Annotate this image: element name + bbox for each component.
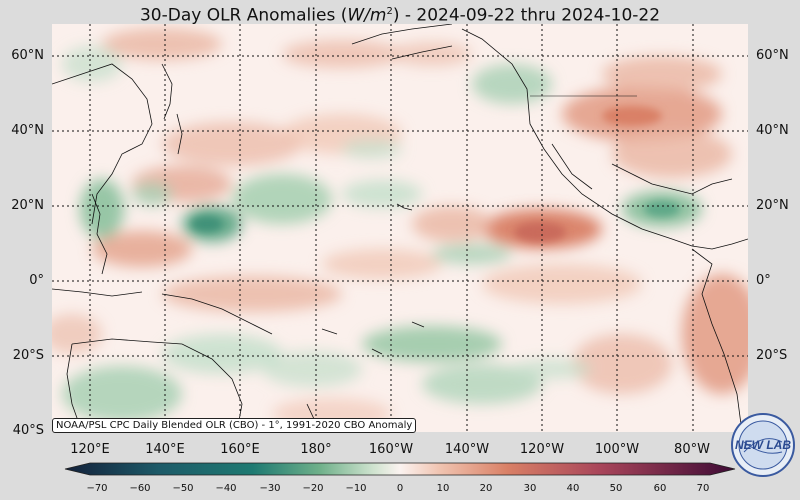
- lat-label-0: 0°: [29, 273, 44, 288]
- lat-label-60n: 60°N: [11, 48, 44, 63]
- colorbar-tick: −70: [86, 483, 108, 494]
- lat-label-right-60n: 60°N: [756, 48, 789, 63]
- lon-label-120w: 120°W: [519, 442, 565, 457]
- colorbar-tick: 10: [436, 483, 450, 494]
- lon-label-100w: 100°W: [594, 442, 640, 457]
- colorbar-tick: 0: [396, 483, 404, 494]
- lat-label-40n: 40°N: [11, 123, 44, 138]
- colorbar: [64, 462, 736, 476]
- lon-label-80w: 80°W: [674, 442, 710, 457]
- map-title: 30-Day OLR Anomalies (W/m2) - 2024-09-22…: [139, 5, 661, 26]
- lon-label-160w: 160°W: [368, 442, 414, 457]
- colorbar-tick: −60: [129, 483, 151, 494]
- lat-label-20n: 20°N: [11, 198, 44, 213]
- lat-label-right-20s: 20°S: [756, 348, 788, 363]
- lat-label-right-40n: 40°N: [756, 123, 789, 138]
- colorbar-tick: 20: [479, 483, 493, 494]
- lon-label-140w: 140°W: [444, 442, 490, 457]
- logo-text: NEW LAB: [735, 438, 791, 452]
- colorbar-tick: −50: [172, 483, 194, 494]
- colorbar-tick: 30: [523, 483, 537, 494]
- anomaly-shading: [52, 28, 748, 430]
- colorbar-tick: −30: [259, 483, 281, 494]
- lat-label-right-20n: 20°N: [756, 198, 789, 213]
- lon-label-180: 180°: [300, 442, 332, 457]
- colorbar-tick: 40: [566, 483, 580, 494]
- psl-logo-icon: NEW LAB: [731, 413, 795, 477]
- colorbar-gradient: [64, 462, 736, 476]
- lat-label-20s: 20°S: [12, 348, 44, 363]
- data-source-credit: NOAA/PSL CPC Daily Blended OLR (CBO) - 1…: [52, 418, 417, 433]
- olr-anomaly-map: [52, 24, 748, 432]
- map-svg: [52, 24, 748, 432]
- lon-label-120e: 120°E: [70, 442, 110, 457]
- lat-label-40s: 40°S: [12, 423, 44, 438]
- colorbar-tick: −10: [345, 483, 367, 494]
- colorbar-tick: −40: [215, 483, 237, 494]
- lat-label-right-0: 0°: [756, 273, 771, 288]
- graticule: [52, 24, 748, 432]
- colorbar-tick: 50: [609, 483, 623, 494]
- colorbar-tick: −20: [302, 483, 324, 494]
- colorbar-tick: 60: [653, 483, 667, 494]
- colorbar-tick: 70: [696, 483, 710, 494]
- lon-label-160e: 160°E: [220, 442, 260, 457]
- lon-label-140e: 140°E: [145, 442, 185, 457]
